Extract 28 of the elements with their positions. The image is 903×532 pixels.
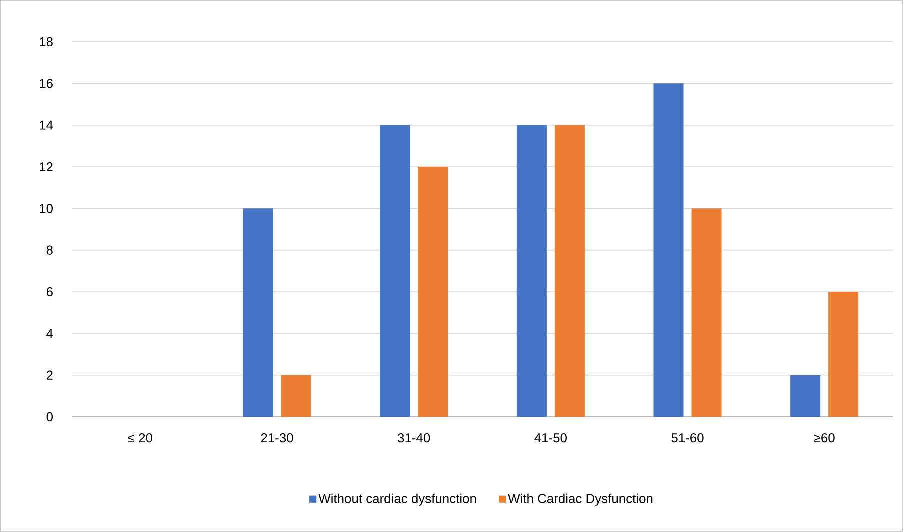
legend-label: Without cardiac dysfunction — [318, 494, 476, 506]
x-tick-label: 31-40 — [398, 434, 430, 443]
y-tick-label: 18 — [40, 37, 53, 47]
y-tick-label: 10 — [40, 204, 53, 214]
legend-label: With Cardiac Dysfunction — [508, 494, 653, 506]
x-tick-label: 41-50 — [534, 434, 567, 443]
bar — [418, 166, 448, 417]
y-tick-label: 6 — [46, 287, 53, 297]
y-tick-label: 0 — [46, 412, 53, 422]
bar — [828, 292, 859, 417]
y-tick-label: 14 — [40, 120, 54, 130]
y-tick-label: 12 — [40, 162, 53, 172]
x-tick-label: 51-60 — [672, 434, 704, 443]
y-tick-label: 8 — [46, 246, 53, 255]
bar — [281, 375, 312, 417]
y-tick-label: 16 — [40, 79, 53, 88]
bar — [516, 125, 547, 417]
bar — [790, 375, 821, 417]
bar — [692, 208, 722, 417]
bar — [654, 84, 684, 417]
x-tick-label: ≥60 — [814, 434, 835, 443]
bar — [243, 208, 274, 417]
y-tick-label: 2 — [46, 370, 53, 380]
bar — [380, 125, 410, 417]
y-tick-label: 4 — [46, 329, 54, 338]
bar — [554, 125, 585, 417]
x-tick-label: 21-30 — [261, 434, 294, 443]
x-tick-label: ≤ 20 — [128, 434, 152, 443]
